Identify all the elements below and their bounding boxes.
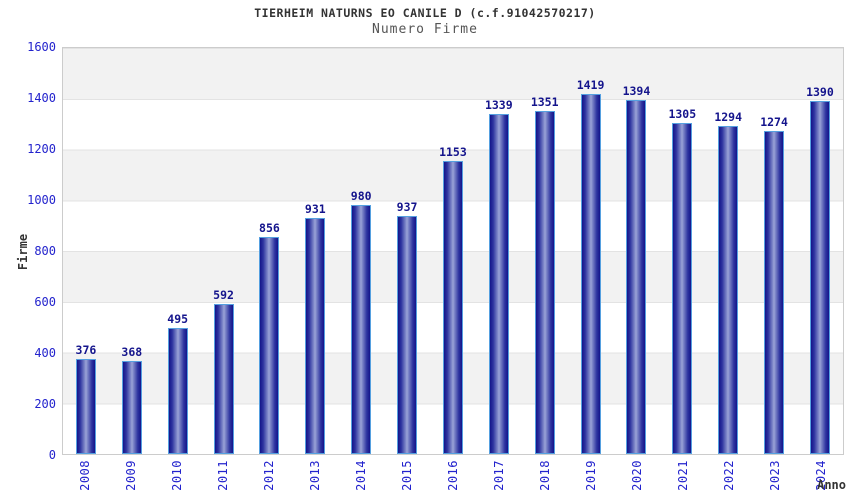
bar	[167, 328, 188, 454]
bar-column: 1419	[568, 48, 614, 454]
chart-subtitle: Numero Firme	[372, 22, 478, 37]
bar-value-label: 1419	[576, 77, 605, 92]
x-tick-label: 2016	[446, 460, 460, 491]
bar	[397, 216, 418, 454]
y-tick-label: 1400	[27, 91, 56, 105]
x-tick-cell: 2022	[706, 460, 752, 500]
y-tick-label: 0	[48, 448, 56, 462]
x-tick-cell: 2020	[614, 460, 660, 500]
bar-column: 592	[201, 48, 247, 454]
y-tick-label: 1000	[27, 193, 56, 207]
bar-column: 1394	[614, 48, 660, 454]
chart-title: TIERHEIM NATURNS EO CANILE D (c.f.910425…	[254, 6, 596, 20]
plot-area: 376 368 495 592 856 931 980 937 1153 1339 1351 1419…	[62, 47, 844, 455]
x-tick-label: 2011	[216, 460, 230, 491]
bar-column: 1390	[797, 48, 843, 454]
x-axis-title: Anno	[817, 478, 846, 492]
x-tick-cell: 2017	[476, 460, 522, 500]
x-tick-cell: 2008	[62, 460, 108, 500]
bar-column: 1294	[705, 48, 751, 454]
bar-column: 856	[247, 48, 293, 454]
x-tick-label: 2018	[538, 460, 552, 491]
bar-column: 495	[155, 48, 201, 454]
bar-value-label: 980	[350, 189, 372, 204]
x-tick-label: 2020	[630, 460, 644, 491]
bar	[121, 360, 142, 454]
bar	[259, 236, 280, 454]
x-tick-cell: 2014	[338, 460, 384, 500]
x-tick-label: 2017	[492, 460, 506, 491]
bar-value-label: 1274	[760, 114, 788, 129]
bar-column: 1339	[476, 48, 522, 454]
y-tick-label: 600	[34, 295, 56, 309]
bar	[305, 217, 326, 454]
bars-container: 376 368 495 592 856 931 980 937 1153 1339 1351 1419…	[63, 48, 843, 454]
bar	[351, 205, 372, 454]
bar-value-label: 1305	[668, 106, 697, 121]
bar-column: 376	[63, 48, 109, 454]
bar-value-label: 592	[213, 287, 234, 302]
bar-column: 1274	[751, 48, 797, 454]
bar-value-label: 1339	[484, 98, 513, 113]
bar-value-label: 1294	[714, 109, 743, 124]
x-tick-label: 2023	[768, 460, 782, 491]
x-tick-cell: 2012	[246, 460, 292, 500]
bar	[672, 122, 693, 454]
x-tick-label: 2022	[722, 460, 736, 491]
x-tick-label: 2015	[400, 460, 414, 491]
bar-value-label: 931	[304, 201, 326, 216]
x-tick-cell: 2013	[292, 460, 338, 500]
bar-column: 931	[292, 48, 338, 454]
x-tick-cell: 2016	[430, 460, 476, 500]
bar-column: 1153	[430, 48, 476, 454]
bar-column: 980	[338, 48, 384, 454]
y-tick-label: 800	[34, 244, 56, 258]
x-tick-cell: 2019	[568, 460, 614, 500]
bar-value-label: 1351	[530, 95, 559, 110]
bar-column: 1351	[522, 48, 568, 454]
y-tick-label: 1600	[27, 40, 56, 54]
bar	[809, 101, 830, 454]
bar	[718, 125, 739, 454]
x-tick-cell: 2009	[108, 460, 154, 500]
bar-value-label: 937	[396, 200, 418, 215]
x-tick-label: 2008	[78, 460, 92, 491]
bar	[764, 130, 785, 454]
bar-value-label: 376	[75, 342, 97, 357]
bar-value-label: 368	[121, 344, 143, 359]
x-tick-label: 2019	[584, 460, 598, 491]
y-tick-label: 1200	[27, 142, 56, 156]
x-tick-cell: 2011	[200, 460, 246, 500]
bar-column: 1305	[659, 48, 705, 454]
bar	[626, 100, 647, 454]
bar-value-label: 856	[259, 220, 280, 235]
bar-column: 368	[109, 48, 155, 454]
x-axis-ticks: 2008 2009 2010 2011 2012 2013 2014 2015 2016 2017…	[62, 460, 844, 500]
bar	[75, 358, 96, 454]
x-tick-cell: 2015	[384, 460, 430, 500]
x-tick-label: 2010	[170, 460, 184, 491]
x-tick-cell: 2010	[154, 460, 200, 500]
bar	[488, 114, 509, 454]
bar-value-label: 495	[167, 312, 189, 327]
bar	[442, 161, 463, 454]
bar-value-label: 1390	[806, 85, 834, 100]
bar-value-label: 1153	[439, 145, 467, 160]
x-tick-label: 2013	[308, 460, 322, 491]
x-tick-cell: 2023	[752, 460, 798, 500]
x-tick-label: 2014	[354, 460, 368, 491]
bar	[580, 93, 601, 454]
bar-value-label: 1394	[622, 84, 651, 99]
bar	[534, 111, 555, 454]
x-tick-cell: 2021	[660, 460, 706, 500]
x-tick-label: 2009	[124, 460, 138, 491]
bar-column: 937	[384, 48, 430, 454]
x-tick-cell: 2018	[522, 460, 568, 500]
y-tick-label: 200	[34, 397, 56, 411]
y-tick-label: 400	[34, 346, 56, 360]
x-tick-label: 2021	[676, 460, 690, 491]
x-tick-label: 2012	[262, 460, 276, 491]
bar	[213, 303, 234, 454]
